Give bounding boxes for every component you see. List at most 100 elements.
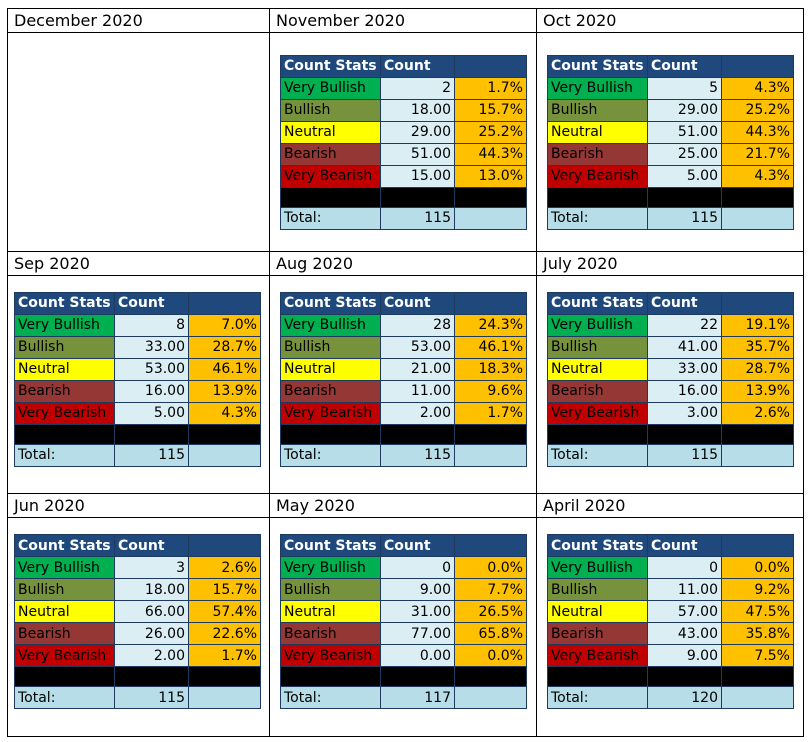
header-count: Count (380, 291, 455, 315)
category-label: Very Bullish (280, 313, 381, 337)
stats-row-bearish: Bearish 77.00 65.8% (280, 622, 527, 646)
percent-value: 13.9% (721, 379, 794, 403)
percent-value: 7.7% (454, 578, 527, 602)
count-value: 43.00 (647, 622, 722, 646)
percent-value: 7.0% (188, 313, 261, 337)
count-stats-table: Count Stats Count Very Bullish 22 19.1% Bulli… (547, 291, 794, 467)
stats-row-very-bullish: Very Bullish 5 4.3% (547, 76, 794, 100)
count-value: 51.00 (380, 142, 455, 166)
total-percent (721, 686, 794, 710)
total-value: 120 (647, 686, 722, 710)
total-row: Total: 115 (14, 443, 261, 467)
total-value: 115 (647, 206, 722, 230)
separator-row (280, 186, 527, 208)
total-value: 115 (114, 443, 189, 467)
category-label: Neutral (547, 600, 648, 624)
count-value: 31.00 (380, 600, 455, 624)
count-value: 16.00 (647, 379, 722, 403)
stats-row-bearish: Bearish 43.00 35.8% (547, 622, 794, 646)
percent-value: 44.3% (721, 120, 794, 144)
total-percent (454, 686, 527, 710)
header-count: Count (380, 534, 455, 558)
total-percent (188, 443, 261, 467)
percent-value: 4.3% (188, 401, 261, 425)
stats-row-neutral: Neutral 33.00 28.7% (547, 357, 794, 381)
percent-value: 19.1% (721, 313, 794, 337)
total-percent (188, 686, 261, 710)
category-label: Bearish (547, 142, 648, 166)
count-value: 21.00 (380, 357, 455, 381)
stats-row-neutral: Neutral 29.00 25.2% (280, 120, 527, 144)
category-label: Very Bearish (280, 164, 381, 188)
header-percent (188, 534, 261, 558)
header-count-stats: Count Stats (280, 54, 381, 78)
count-value: 28 (380, 313, 455, 337)
stats-row-very-bearish: Very Bearish 0.00 0.0% (280, 644, 527, 668)
header-percent (721, 54, 794, 78)
count-stats-table: Count Stats Count Very Bullish 5 4.3% Bullish… (547, 54, 794, 230)
total-label: Total: (280, 686, 381, 710)
stats-row-bullish: Bullish 29.00 25.2% (547, 98, 794, 122)
category-label: Very Bearish (547, 401, 648, 425)
separator-row (547, 423, 794, 445)
percent-value: 22.6% (188, 622, 261, 646)
separator-row (14, 423, 261, 445)
percent-value: 13.0% (454, 164, 527, 188)
month-cell: Count Stats Count Very Bullish 22 19.1% Bulli… (536, 274, 804, 495)
count-stats-table: Count Stats Count Very Bullish 3 2.6% Bullish… (14, 534, 261, 710)
stats-row-very-bearish: Very Bearish 5.00 4.3% (547, 164, 794, 188)
header-count-stats: Count Stats (547, 54, 648, 78)
total-label: Total: (547, 206, 648, 230)
stats-row-very-bearish: Very Bearish 2.00 1.7% (14, 644, 261, 668)
count-value: 29.00 (647, 98, 722, 122)
total-row: Total: 115 (280, 443, 527, 467)
category-label: Very Bearish (547, 164, 648, 188)
count-stats-table: Count Stats Count Very Bullish 8 7.0% Bullish… (14, 291, 261, 467)
month-title: May 2020 (269, 493, 537, 519)
category-label: Very Bearish (280, 401, 381, 425)
month-cell: Count Stats Count Very Bullish 28 24.3% Bulli… (269, 274, 537, 495)
count-value: 18.00 (380, 98, 455, 122)
category-label: Bearish (547, 379, 648, 403)
month-cell: Count Stats Count Very Bullish 8 7.0% Bullish… (7, 274, 270, 495)
header-count: Count (114, 291, 189, 315)
stats-row-bullish: Bullish 53.00 46.1% (280, 335, 527, 359)
month-cell: Count Stats Count Very Bullish 3 2.6% Bullish… (7, 517, 270, 737)
stats-row-bearish: Bearish 16.00 13.9% (14, 379, 261, 403)
total-value: 115 (380, 443, 455, 467)
separator-row (280, 666, 527, 688)
category-label: Bullish (547, 578, 648, 602)
percent-value: 0.0% (454, 644, 527, 668)
count-value: 5 (647, 76, 722, 100)
header-percent (454, 291, 527, 315)
category-label: Bearish (280, 622, 381, 646)
percent-value: 25.2% (454, 120, 527, 144)
month-cell: Count Stats Count Very Bullish 2 1.7% Bullish… (269, 31, 537, 252)
monthly-stats-grid: December 2020 November 2020 Oct 2020 Cou… (7, 8, 804, 737)
category-label: Bullish (14, 335, 115, 359)
count-stats-table: Count Stats Count Very Bullish 2 1.7% Bullish… (280, 54, 527, 230)
separator-row (14, 666, 261, 688)
header-count-stats: Count Stats (280, 534, 381, 558)
count-stats-table: Count Stats Count Very Bullish 0 0.0% Bullish… (547, 534, 794, 710)
header-count: Count (647, 291, 722, 315)
category-label: Bullish (14, 578, 115, 602)
stats-row-bearish: Bearish 16.00 13.9% (547, 379, 794, 403)
count-value: 2 (380, 76, 455, 100)
category-label: Very Bullish (547, 76, 648, 100)
header-count-stats: Count Stats (14, 291, 115, 315)
category-label: Very Bearish (547, 644, 648, 668)
count-value: 11.00 (380, 379, 455, 403)
total-label: Total: (547, 686, 648, 710)
stats-row-bearish: Bearish 11.00 9.6% (280, 379, 527, 403)
category-label: Bearish (14, 379, 115, 403)
stats-row-bullish: Bullish 18.00 15.7% (14, 578, 261, 602)
category-label: Bullish (547, 98, 648, 122)
count-value: 0 (380, 556, 455, 580)
total-label: Total: (280, 206, 381, 230)
stats-row-neutral: Neutral 21.00 18.3% (280, 357, 527, 381)
count-value: 3 (114, 556, 189, 580)
category-label: Bullish (280, 98, 381, 122)
month-cell: Count Stats Count Very Bullish 5 4.3% Bullish… (536, 31, 804, 252)
total-label: Total: (280, 443, 381, 467)
